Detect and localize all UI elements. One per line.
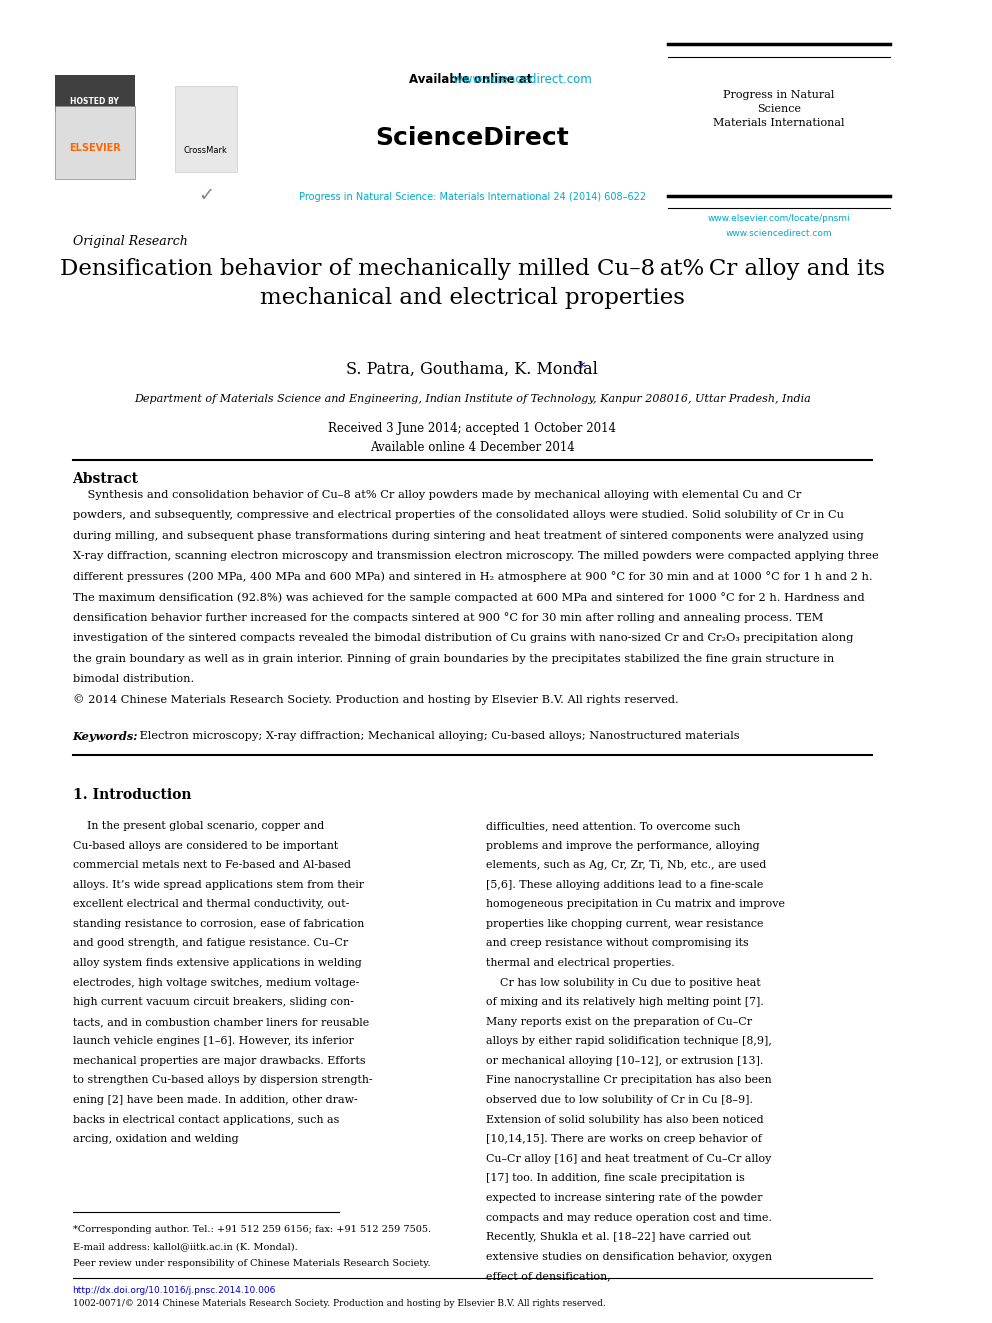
Text: Cu-based alloys are considered to be important: Cu-based alloys are considered to be imp… xyxy=(72,840,337,851)
Text: compacts and may reduce operation cost and time.: compacts and may reduce operation cost a… xyxy=(486,1213,772,1222)
Text: Department of Materials Science and Engineering, Indian Institute of Technology,: Department of Materials Science and Engi… xyxy=(134,394,810,405)
Text: excellent electrical and thermal conductivity, out-: excellent electrical and thermal conduct… xyxy=(72,900,349,909)
Text: *: * xyxy=(577,361,585,376)
FancyBboxPatch shape xyxy=(175,86,237,172)
Text: Extension of solid solubility has also been noticed: Extension of solid solubility has also b… xyxy=(486,1114,763,1125)
Text: and good strength, and fatigue resistance. Cu–Cr: and good strength, and fatigue resistanc… xyxy=(72,938,348,949)
Text: The maximum densification (92.8%) was achieved for the sample compacted at 600 M: The maximum densification (92.8%) was ac… xyxy=(72,593,864,603)
Text: effect of densification,: effect of densification, xyxy=(486,1271,610,1281)
Text: 1. Introduction: 1. Introduction xyxy=(72,787,191,802)
Text: www.elsevier.com/locate/pnsmi
www.sciencedirect.com: www.elsevier.com/locate/pnsmi www.scienc… xyxy=(707,214,850,238)
Text: Available online at: Available online at xyxy=(409,73,536,86)
Text: tacts, and in combustion chamber liners for reusable: tacts, and in combustion chamber liners … xyxy=(72,1017,369,1027)
Text: electrodes, high voltage switches, medium voltage-: electrodes, high voltage switches, mediu… xyxy=(72,978,359,987)
Text: high current vacuum circuit breakers, sliding con-: high current vacuum circuit breakers, sl… xyxy=(72,998,353,1007)
Text: commercial metals next to Fe-based and Al-based: commercial metals next to Fe-based and A… xyxy=(72,860,350,871)
Text: thermal and electrical properties.: thermal and electrical properties. xyxy=(486,958,675,968)
Text: In the present global scenario, copper and: In the present global scenario, copper a… xyxy=(72,820,323,831)
FancyBboxPatch shape xyxy=(55,75,135,112)
Text: ✓: ✓ xyxy=(197,187,214,205)
Text: elements, such as Ag, Cr, Zr, Ti, Nb, etc., are used: elements, such as Ag, Cr, Zr, Ti, Nb, et… xyxy=(486,860,766,871)
FancyBboxPatch shape xyxy=(55,106,135,179)
Text: [5,6]. These alloying additions lead to a fine-scale: [5,6]. These alloying additions lead to … xyxy=(486,880,763,889)
Text: Original Research: Original Research xyxy=(72,235,187,249)
Text: Abstract: Abstract xyxy=(72,472,139,487)
Text: [17] too. In addition, fine scale precipitation is: [17] too. In addition, fine scale precip… xyxy=(486,1174,745,1183)
Text: different pressures (200 MPa, 400 MPa and 600 MPa) and sintered in H₂ atmosphere: different pressures (200 MPa, 400 MPa an… xyxy=(72,572,872,582)
Text: extensive studies on densification behavior, oxygen: extensive studies on densification behav… xyxy=(486,1252,772,1262)
Text: ening [2] have been made. In addition, other draw-: ening [2] have been made. In addition, o… xyxy=(72,1095,357,1105)
Text: standing resistance to corrosion, ease of fabrication: standing resistance to corrosion, ease o… xyxy=(72,919,364,929)
Text: http://dx.doi.org/10.1016/j.pnsc.2014.10.006: http://dx.doi.org/10.1016/j.pnsc.2014.10… xyxy=(72,1286,276,1295)
Text: during milling, and subsequent phase transformations during sintering and heat t: during milling, and subsequent phase tra… xyxy=(72,531,863,541)
Text: of mixing and its relatively high melting point [7].: of mixing and its relatively high meltin… xyxy=(486,998,764,1007)
Text: densification behavior further increased for the compacts sintered at 900 °C for: densification behavior further increased… xyxy=(72,613,823,623)
Text: Densification behavior of mechanically milled Cu–8 at% Cr alloy and its
mechanic: Densification behavior of mechanically m… xyxy=(60,258,885,308)
Text: expected to increase sintering rate of the powder: expected to increase sintering rate of t… xyxy=(486,1193,762,1203)
Text: to strengthen Cu-based alloys by dispersion strength-: to strengthen Cu-based alloys by dispers… xyxy=(72,1076,372,1085)
Text: launch vehicle engines [1–6]. However, its inferior: launch vehicle engines [1–6]. However, i… xyxy=(72,1036,353,1046)
Text: E-mail address: kallol@iitk.ac.in (K. Mondal).: E-mail address: kallol@iitk.ac.in (K. Mo… xyxy=(72,1242,298,1252)
Text: *Corresponding author. Tel.: +91 512 259 6156; fax: +91 512 259 7505.: *Corresponding author. Tel.: +91 512 259… xyxy=(72,1225,431,1234)
Text: Cu–Cr alloy [16] and heat treatment of Cu–Cr alloy: Cu–Cr alloy [16] and heat treatment of C… xyxy=(486,1154,771,1164)
Text: bimodal distribution.: bimodal distribution. xyxy=(72,675,193,684)
Text: 1002-0071/© 2014 Chinese Materials Research Society. Production and hosting by E: 1002-0071/© 2014 Chinese Materials Resea… xyxy=(72,1299,605,1308)
Text: www.sciencedirect.com: www.sciencedirect.com xyxy=(352,73,592,86)
Text: Recently, Shukla et al. [18–22] have carried out: Recently, Shukla et al. [18–22] have car… xyxy=(486,1232,751,1242)
Text: backs in electrical contact applications, such as: backs in electrical contact applications… xyxy=(72,1114,339,1125)
Text: observed due to low solubility of Cr in Cu [8–9].: observed due to low solubility of Cr in … xyxy=(486,1095,753,1105)
Text: and creep resistance without compromising its: and creep resistance without compromisin… xyxy=(486,938,748,949)
Text: or mechanical alloying [10–12], or extrusion [13].: or mechanical alloying [10–12], or extru… xyxy=(486,1056,763,1066)
Text: homogeneous precipitation in Cu matrix and improve: homogeneous precipitation in Cu matrix a… xyxy=(486,900,785,909)
Text: Progress in Natural
Science
Materials International: Progress in Natural Science Materials In… xyxy=(713,90,844,128)
Text: Electron microscopy; X-ray diffraction; Mechanical alloying; Cu-based alloys; Na: Electron microscopy; X-ray diffraction; … xyxy=(137,730,740,741)
Text: powders, and subsequently, compressive and electrical properties of the consolid: powders, and subsequently, compressive a… xyxy=(72,509,843,520)
Text: problems and improve the performance, alloying: problems and improve the performance, al… xyxy=(486,840,759,851)
Text: Peer review under responsibility of Chinese Materials Research Society.: Peer review under responsibility of Chin… xyxy=(72,1259,431,1269)
Text: mechanical properties are major drawbacks. Efforts: mechanical properties are major drawback… xyxy=(72,1056,365,1066)
Text: ScienceDirect: ScienceDirect xyxy=(376,126,569,149)
Text: investigation of the sintered compacts revealed the bimodal distribution of Cu g: investigation of the sintered compacts r… xyxy=(72,632,853,643)
Text: © 2014 Chinese Materials Research Society. Production and hosting by Elsevier B.: © 2014 Chinese Materials Research Societ… xyxy=(72,695,679,705)
Text: S. Patra, Gouthama, K. Mondal: S. Patra, Gouthama, K. Mondal xyxy=(346,361,598,378)
Text: alloys. It’s wide spread applications stem from their: alloys. It’s wide spread applications st… xyxy=(72,880,364,889)
Text: properties like chopping current, wear resistance: properties like chopping current, wear r… xyxy=(486,919,763,929)
Text: HOSTED BY: HOSTED BY xyxy=(70,97,119,106)
Text: [10,14,15]. There are works on creep behavior of: [10,14,15]. There are works on creep beh… xyxy=(486,1134,762,1144)
Text: alloys by either rapid solidification technique [8,9],: alloys by either rapid solidification te… xyxy=(486,1036,772,1046)
Text: Fine nanocrystalline Cr precipitation has also been: Fine nanocrystalline Cr precipitation ha… xyxy=(486,1076,772,1085)
Text: Progress in Natural Science: Materials International 24 (2014) 608–622: Progress in Natural Science: Materials I… xyxy=(299,192,646,202)
Text: ELSEVIER: ELSEVIER xyxy=(68,143,121,153)
Text: Received 3 June 2014; accepted 1 October 2014
Available online 4 December 2014: Received 3 June 2014; accepted 1 October… xyxy=(328,422,616,454)
Text: arcing, oxidation and welding: arcing, oxidation and welding xyxy=(72,1134,238,1144)
Text: Keywords:: Keywords: xyxy=(72,730,138,742)
Text: alloy system finds extensive applications in welding: alloy system finds extensive application… xyxy=(72,958,361,968)
Text: X-ray diffraction, scanning electron microscopy and transmission electron micros: X-ray diffraction, scanning electron mic… xyxy=(72,550,878,561)
Text: CrossMark: CrossMark xyxy=(184,146,228,155)
Text: Synthesis and consolidation behavior of Cu–8 at% Cr alloy powders made by mechan: Synthesis and consolidation behavior of … xyxy=(72,490,801,500)
Text: the grain boundary as well as in grain interior. Pinning of grain boundaries by : the grain boundary as well as in grain i… xyxy=(72,654,833,664)
Text: difficulties, need attention. To overcome such: difficulties, need attention. To overcom… xyxy=(486,820,740,831)
Text: Cr has low solubility in Cu due to positive heat: Cr has low solubility in Cu due to posit… xyxy=(486,978,761,987)
Text: Many reports exist on the preparation of Cu–Cr: Many reports exist on the preparation of… xyxy=(486,1017,752,1027)
